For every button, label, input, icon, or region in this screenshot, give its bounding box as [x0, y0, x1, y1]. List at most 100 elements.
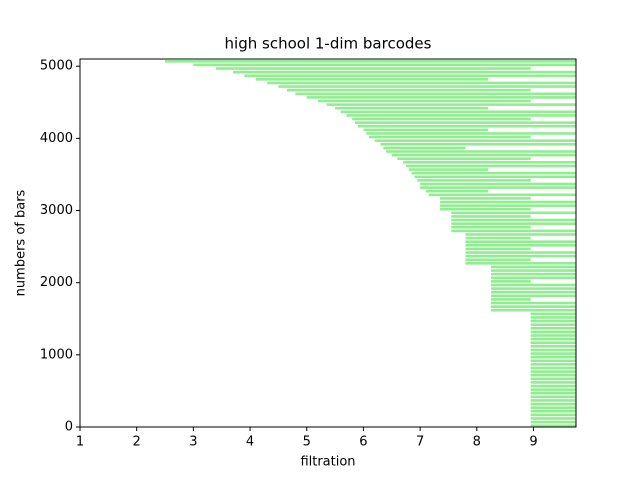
y-tick-label: 4000 — [40, 131, 73, 146]
bar — [380, 142, 576, 146]
y-tick-label: 3000 — [40, 203, 73, 218]
bar — [403, 161, 576, 164]
bar — [233, 70, 576, 74]
bar — [352, 117, 531, 121]
bar — [346, 114, 576, 117]
bar — [530, 409, 576, 413]
x-tick-label: 8 — [473, 435, 481, 450]
bar — [530, 413, 576, 417]
bar — [530, 334, 576, 337]
bar — [530, 359, 576, 363]
bar — [530, 424, 576, 427]
bar — [465, 254, 576, 258]
bar — [278, 85, 576, 88]
bar — [216, 67, 531, 70]
bar — [490, 298, 531, 301]
bar — [530, 363, 576, 366]
bar — [530, 348, 576, 352]
bar — [490, 308, 576, 312]
x-axis-label: filtration — [300, 455, 355, 470]
bar — [530, 373, 576, 377]
y-axis-label: numbers of bars — [14, 189, 29, 296]
y-tick-label: 5000 — [40, 59, 73, 74]
bar — [530, 391, 576, 395]
bar — [439, 207, 531, 211]
bar — [366, 132, 576, 135]
bar — [374, 139, 576, 142]
bar — [465, 258, 531, 262]
bar — [326, 103, 576, 106]
bar — [451, 229, 576, 233]
bar — [295, 92, 576, 96]
bar — [530, 341, 576, 345]
bar — [369, 135, 531, 139]
y-tick-label: 2000 — [40, 275, 73, 290]
bar — [244, 74, 577, 78]
bar — [363, 128, 489, 132]
bar — [530, 388, 576, 391]
bar — [530, 377, 576, 381]
bar — [465, 247, 531, 251]
x-tick-label: 5 — [303, 435, 311, 450]
bar — [530, 406, 576, 409]
x-tick-label: 2 — [133, 435, 141, 450]
bar — [425, 189, 489, 193]
bar — [530, 420, 576, 424]
bar — [530, 384, 576, 388]
bar — [397, 157, 531, 161]
bar — [335, 106, 489, 110]
bar — [465, 233, 576, 236]
bar — [428, 193, 576, 197]
bar — [490, 280, 531, 283]
bar — [490, 269, 576, 272]
bar — [405, 164, 576, 168]
bar — [530, 326, 576, 330]
bar — [439, 197, 531, 200]
bar — [411, 171, 576, 175]
bar — [354, 121, 576, 124]
bar — [530, 319, 576, 323]
bar — [417, 179, 531, 182]
bar — [490, 290, 576, 294]
bar — [530, 330, 576, 334]
bar — [490, 265, 576, 269]
bar — [530, 370, 576, 373]
bar — [340, 110, 576, 114]
bar — [530, 417, 576, 420]
bar — [530, 395, 576, 399]
bar — [420, 186, 576, 189]
bar — [490, 301, 576, 305]
bar — [165, 60, 576, 63]
x-tick-label: 3 — [189, 435, 197, 450]
chart-title: high school 1-dim barcodes — [225, 35, 432, 53]
bar — [439, 200, 576, 204]
bar — [465, 262, 576, 265]
bar — [530, 399, 576, 402]
bar — [451, 218, 576, 222]
bar — [530, 312, 576, 316]
x-tick-label: 1 — [76, 435, 84, 450]
bar — [439, 204, 576, 207]
x-tick-label: 9 — [529, 435, 537, 450]
bar — [451, 211, 576, 215]
bar — [530, 355, 576, 359]
bar — [465, 251, 576, 254]
bar — [530, 402, 576, 406]
bar — [465, 236, 531, 240]
y-tick-label: 0 — [65, 420, 73, 435]
bar — [465, 244, 576, 247]
bar — [451, 222, 576, 225]
bar — [530, 323, 576, 326]
bar — [318, 99, 531, 103]
bar — [530, 352, 576, 355]
bar — [490, 294, 576, 298]
bar — [420, 182, 576, 186]
bar — [286, 88, 531, 92]
bar — [490, 276, 576, 280]
bar — [490, 272, 576, 276]
bar — [490, 283, 576, 287]
bar — [530, 316, 576, 319]
bar — [408, 168, 489, 171]
bar — [451, 215, 531, 218]
